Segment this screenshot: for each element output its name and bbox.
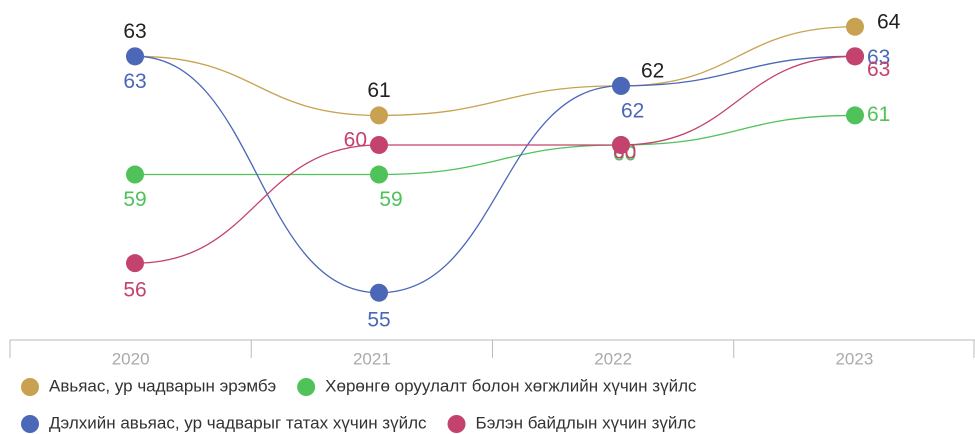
legend-label: Авьяас, ур чадварын эрэмбэ <box>49 376 276 395</box>
data-label: 63 <box>123 70 146 93</box>
data-label: 61 <box>367 79 390 102</box>
data-point <box>612 135 630 154</box>
series-line <box>134 55 856 294</box>
x-tick-label: 2023 <box>835 349 873 368</box>
data-point <box>370 165 388 184</box>
data-point <box>370 283 388 302</box>
data-label: 59 <box>379 188 402 211</box>
legend-label: Бэлэн байдлын хүчин зүйлс <box>476 413 697 432</box>
data-label: 55 <box>367 308 390 331</box>
data-label: 62 <box>641 59 664 82</box>
series-line <box>135 114 856 176</box>
data-label: 63 <box>123 20 146 43</box>
data-label: 60 <box>613 141 636 164</box>
data-point <box>846 47 864 66</box>
data-point <box>126 165 144 184</box>
data-label: 63 <box>867 58 890 81</box>
data-point <box>126 47 144 66</box>
legend-marker <box>447 415 466 433</box>
x-tick-label: 2021 <box>353 349 391 368</box>
legend-label: Хөрөнгө оруулалт болон хөгжлийн хүчин зү… <box>325 376 697 395</box>
x-tick-label: 2022 <box>594 349 632 368</box>
data-point <box>126 254 144 273</box>
data-point <box>846 17 864 36</box>
data-label: 60 <box>344 129 367 152</box>
data-label: 59 <box>123 188 146 211</box>
legend-marker <box>297 378 316 396</box>
data-label: 56 <box>123 279 146 302</box>
data-point <box>370 106 388 125</box>
series-line <box>134 26 856 117</box>
data-point <box>612 76 630 95</box>
data-label: 62 <box>621 99 644 122</box>
data-point <box>846 106 864 125</box>
legend-label: Дэлхийн авьяас, ур чадварыг татах хүчин … <box>49 413 427 432</box>
x-tick-label: 2020 <box>112 349 150 368</box>
series-line <box>134 55 856 264</box>
data-point <box>370 135 388 154</box>
data-label: 61 <box>867 103 890 126</box>
data-label: 64 <box>877 10 901 33</box>
legend-marker <box>21 378 39 396</box>
legend-marker <box>21 415 39 433</box>
data-label: 63 <box>867 46 890 69</box>
